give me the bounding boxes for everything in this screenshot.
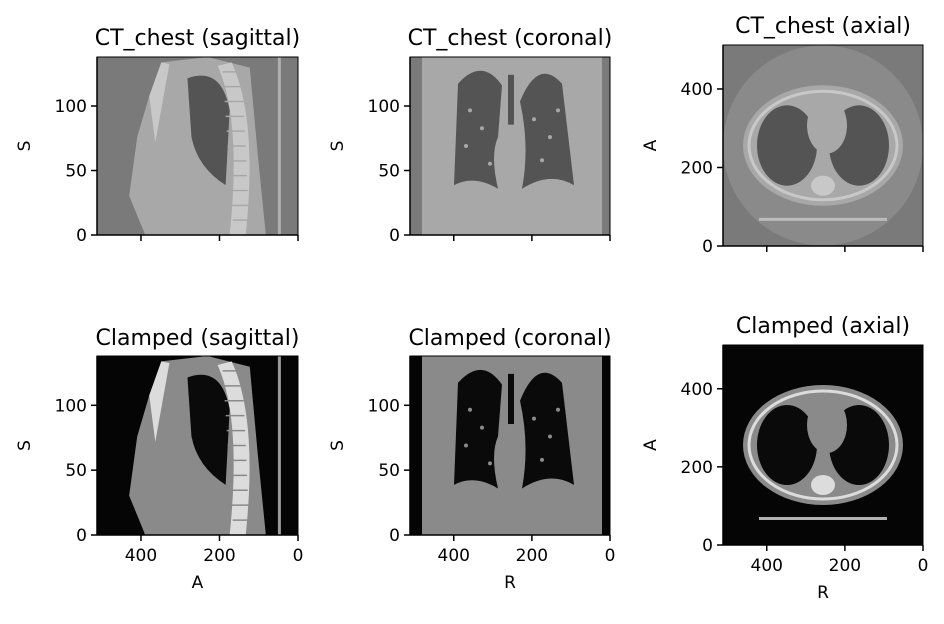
panel-title: Clamped (coronal) [408,326,611,351]
panel-title: CT_chest (sagittal) [95,26,301,51]
y-tick-label: 0 [389,526,400,546]
vessel-dot [540,457,544,462]
ct-image [723,345,923,545]
x-tick-label: 400 [438,546,470,566]
y-tick-label: 200 [681,458,713,478]
panel-ct-axial: 0 200 400 CT_chest (axial) A [641,14,924,257]
vessel-dot [480,126,484,131]
x-tick-label: 0 [605,546,616,566]
x-tick-label: 400 [125,546,157,566]
vessel-dot [532,117,536,122]
heart [807,97,847,154]
vessel-dot [556,108,560,113]
y-tick-label: 100 [55,97,87,117]
trachea [508,74,514,125]
ct-image [410,57,610,235]
panel-title: CT_chest (coronal) [408,26,613,51]
table-line [277,57,281,235]
trachea [508,373,514,425]
vessel-dot [540,158,544,163]
lung-region [187,374,230,485]
y-tick-label: 50 [65,461,87,481]
lung-region [187,75,230,186]
panel-clamped-coronal: 0 50 100 400 200 0 Clamped (coronal) S R [328,326,615,593]
ct-image [97,57,298,236]
left-lung [757,105,817,186]
table-line [277,356,281,535]
y-tick-label: 100 [368,396,400,416]
y-tick-label: 100 [368,97,400,117]
y-tick-label: 400 [681,380,713,400]
y-tick-label: 400 [681,80,713,100]
vessel-dot [556,407,560,412]
spine [217,62,250,236]
rib-ring [747,89,899,202]
y-tick-label: 50 [378,162,400,182]
sternum [149,361,170,442]
y-tick-label: 100 [55,396,87,416]
ct-image [410,356,610,535]
vertebra [811,475,835,495]
vessel-dot [488,461,492,466]
panel-title: Clamped (sagittal) [96,326,300,351]
rib-ring [747,389,899,501]
ct-image [97,356,298,535]
x-axis-label: R [504,573,516,593]
scanner-table [759,217,887,221]
right-lung [520,73,574,189]
panel-ct-sagittal: 0 50 100 CT_chest (sagittal) S [15,26,300,246]
y-axis-label: S [15,440,35,451]
left-lung [454,369,502,489]
y-tick-label: 0 [702,237,713,257]
panel-title: Clamped (axial) [736,314,910,339]
ct-image [723,45,923,246]
y-tick-label: 50 [65,162,87,182]
spine [217,361,250,535]
y-axis-label: S [328,440,348,451]
vessel-dot [488,161,492,166]
y-axis-label: S [15,141,35,152]
vessel-dot [464,443,468,448]
vessel-dot [468,407,472,412]
left-lung [454,70,502,189]
y-axis-label: S [328,141,348,152]
x-tick-label: 400 [751,556,783,576]
y-tick-label: 0 [76,526,87,546]
vessel-dot [548,135,552,140]
x-tick-label: 0 [918,556,929,576]
x-axis-label: A [192,573,204,593]
x-tick-label: 200 [516,546,548,566]
vessel-dot [464,144,468,148]
y-axis-label: A [641,139,661,151]
left-lung [757,405,817,485]
y-tick-label: 0 [702,536,713,556]
y-tick-label: 200 [681,158,713,178]
x-tick-label: 0 [293,546,304,566]
vessel-dot [480,425,484,430]
vessel-dot [532,416,536,421]
right-lung [520,372,574,489]
vessel-dot [468,108,472,113]
x-axis-label: R [817,583,829,603]
vertebra [811,175,835,196]
y-tick-label: 0 [76,226,87,246]
vessel-dot [548,434,552,439]
heart [807,397,847,453]
y-tick-label: 50 [378,461,400,481]
panel-title: CT_chest (axial) [735,14,911,39]
y-axis-label: A [641,439,661,451]
sternum [149,62,170,143]
panel-ct-coronal: 0 50 100 CT_chest (coronal) S [328,26,612,246]
y-tick-label: 0 [389,226,400,246]
x-tick-label: 200 [829,556,861,576]
panel-clamped-axial: 0 200 400 400 200 0 Clamped (axial) A R [641,314,928,603]
x-tick-label: 200 [203,546,235,566]
scanner-table [759,517,887,520]
panel-clamped-sagittal: 0 50 100 400 200 0 Clamped (sagittal) S A [15,326,303,593]
